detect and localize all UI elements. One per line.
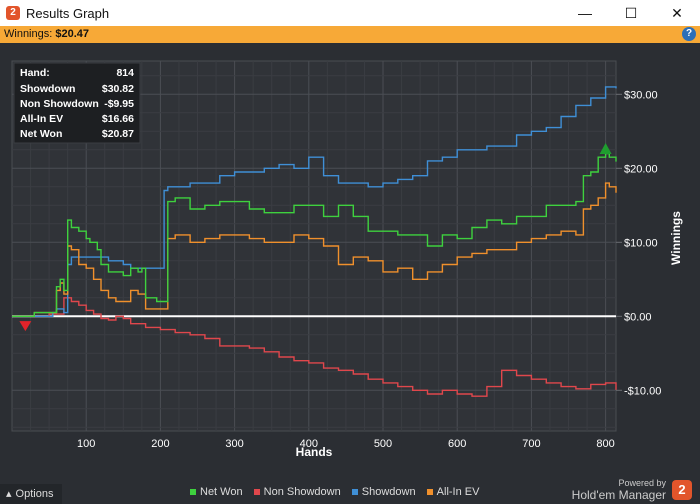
stat-value-all-in-ev: $16.66: [102, 113, 134, 125]
stats-panel-background: [13, 62, 141, 144]
legend-item-all-in-ev[interactable]: All-In EV: [426, 486, 480, 498]
y-tick-label: -$10.00: [624, 385, 661, 397]
x-tick-label: 400: [300, 438, 318, 450]
minimize-button[interactable]: —: [578, 5, 592, 21]
legend-label-non-showdown: Non Showdown: [263, 486, 341, 498]
hm2-badge-icon: 2: [672, 480, 692, 500]
stat-label-net-won: Net Won: [20, 128, 62, 140]
y-axis-label: Winnings: [669, 211, 683, 265]
legend-item-showdown[interactable]: Showdown: [351, 486, 416, 498]
x-tick-label: 800: [596, 438, 614, 450]
chevron-up-icon: ▴: [6, 488, 12, 500]
title-bar: 2 Results Graph — ☐ ✕: [0, 0, 700, 26]
legend-swatch-non-showdown: [253, 489, 260, 496]
winnings-value: $20.47: [55, 28, 90, 40]
legend-item-net-won[interactable]: Net Won: [190, 486, 243, 498]
legend-swatch-all-in-ev: [426, 489, 433, 496]
legend-swatch-net-won: [190, 489, 196, 496]
help-icon[interactable]: ?: [682, 27, 696, 41]
series-lines: [12, 86, 617, 397]
y-tick-label: $20.00: [624, 163, 658, 175]
options-label: Options: [15, 488, 54, 500]
stat-value-non-showdown: -$9.95: [104, 98, 134, 110]
y-tick-label: $10.00: [624, 237, 658, 249]
stat-value-net-won: $20.87: [102, 128, 134, 140]
hm2-logo-icon: 2: [6, 6, 20, 20]
max-marker-icon: [599, 143, 612, 155]
series-line-non-showdown: [12, 297, 617, 397]
axis-ticks: 100 200 300 400 500 600 700 800 $30.00 $20.00 $10.…: [77, 89, 661, 450]
legend-swatch-showdown: [351, 489, 358, 496]
legend-item-non-showdown[interactable]: Non Showdown: [253, 486, 341, 498]
winnings-bar: Winnings: $20.47 ?: [0, 26, 700, 43]
legend-label-net-won: Net Won: [200, 486, 243, 498]
x-tick-label: 700: [522, 438, 540, 450]
series-line-net-won: [12, 152, 617, 317]
stat-label-all-in-ev: All-In EV: [20, 113, 63, 125]
options-button[interactable]: ▴ Options: [0, 484, 62, 504]
x-tick-label: 200: [151, 438, 169, 450]
x-axis-label: Hands: [296, 445, 333, 459]
winnings-label: Winnings:: [4, 28, 53, 40]
legend-label-showdown: Showdown: [361, 486, 416, 498]
x-tick-label: 100: [77, 438, 95, 450]
stat-label-showdown: Showdown: [20, 83, 75, 95]
y-tick-label: $30.00: [624, 89, 658, 101]
series-line-all-in-ev: [12, 182, 617, 317]
min-marker-icon: [19, 321, 32, 332]
results-graph: 100 200 300 400 500 600 700 800 $30.00 $20.00 $10.…: [0, 43, 700, 478]
series-line-showdown: [12, 86, 617, 317]
x-tick-label: 300: [225, 438, 243, 450]
legend-label-all-in-ev: All-In EV: [436, 486, 480, 498]
brand-name: Hold'em Manager: [571, 488, 666, 502]
extreme-markers: [19, 143, 612, 332]
maximize-button[interactable]: ☐: [624, 5, 638, 21]
x-tick-label: 500: [374, 438, 392, 450]
winnings-summary: Winnings: $20.47: [4, 28, 89, 40]
stats-panel: Hand: 814 Showdown $30.82 Non Showdown -…: [13, 62, 141, 144]
bottom-bar: ▴ Options Net Won Non Showdown Showdown A…: [0, 478, 700, 504]
legend: Net Won Non Showdown Showdown All-In EV: [190, 486, 487, 498]
stat-value-hand: 814: [116, 67, 134, 79]
stat-value-showdown: $30.82: [102, 83, 134, 95]
powered-by: Powered by Hold'em Manager: [572, 478, 666, 502]
window-title: Results Graph: [26, 6, 110, 21]
close-button[interactable]: ✕: [671, 5, 683, 21]
powered-by-label: Powered by: [618, 478, 666, 488]
stat-label-non-showdown: Non Showdown: [20, 98, 99, 110]
y-tick-label: $0.00: [624, 311, 652, 323]
x-tick-label: 600: [448, 438, 466, 450]
stat-label-hand: Hand:: [20, 67, 50, 79]
